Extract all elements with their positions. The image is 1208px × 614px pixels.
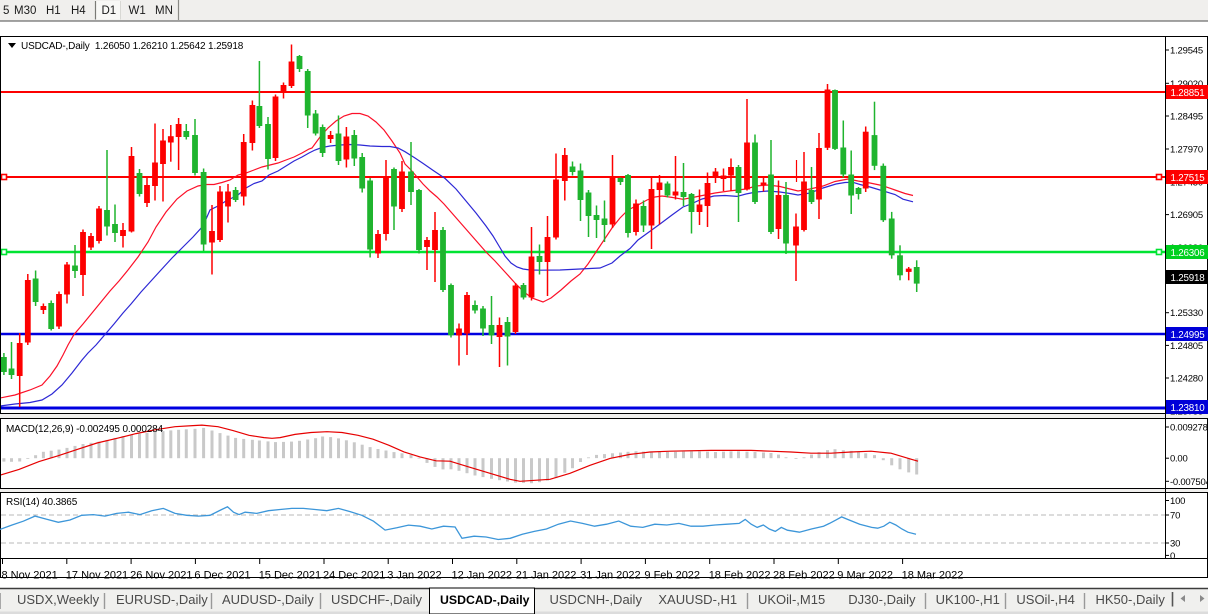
svg-text:3 Jan 2022: 3 Jan 2022 bbox=[387, 570, 441, 582]
svg-text:1.28495: 1.28495 bbox=[1170, 112, 1203, 123]
svg-text:HK50-,Daily: HK50-,Daily bbox=[1096, 592, 1166, 607]
svg-text:USDCNH-,Daily: USDCNH-,Daily bbox=[550, 592, 643, 607]
svg-text:1.25330: 1.25330 bbox=[1170, 308, 1203, 319]
svg-text:1.24805: 1.24805 bbox=[1170, 341, 1203, 352]
svg-text:1.24280: 1.24280 bbox=[1170, 374, 1203, 385]
svg-text:8 Nov 2021: 8 Nov 2021 bbox=[2, 570, 58, 582]
svg-text:28 Feb 2022: 28 Feb 2022 bbox=[773, 570, 835, 582]
svg-text:-0.007504: -0.007504 bbox=[1170, 477, 1208, 488]
svg-text:0.00: 0.00 bbox=[1170, 454, 1188, 465]
svg-text:17 Nov 2021: 17 Nov 2021 bbox=[66, 570, 128, 582]
svg-text:DJ30-,Daily: DJ30-,Daily bbox=[848, 592, 916, 607]
svg-text:15 Dec 2021: 15 Dec 2021 bbox=[259, 570, 321, 582]
svg-text:1.28851: 1.28851 bbox=[1171, 88, 1205, 99]
svg-text:USOil-,H4: USOil-,H4 bbox=[1016, 592, 1075, 607]
svg-text:M30: M30 bbox=[14, 5, 36, 17]
svg-text:MACD(12,26,9) -0.002495 0.0002: MACD(12,26,9) -0.002495 0.000284 bbox=[6, 424, 164, 435]
svg-text:AUDUSD-,Daily: AUDUSD-,Daily bbox=[222, 592, 314, 607]
svg-text:30: 30 bbox=[1170, 539, 1180, 550]
svg-text:0: 0 bbox=[1170, 551, 1175, 562]
svg-text:5: 5 bbox=[3, 5, 9, 17]
svg-text:24 Dec 2021: 24 Dec 2021 bbox=[323, 570, 385, 582]
svg-text:1.27515: 1.27515 bbox=[1171, 173, 1206, 184]
svg-text:1.27970: 1.27970 bbox=[1170, 145, 1203, 156]
svg-text:26 Nov 2021: 26 Nov 2021 bbox=[130, 570, 192, 582]
svg-text:21 Jan 2022: 21 Jan 2022 bbox=[516, 570, 577, 582]
svg-text:18 Mar 2022: 18 Mar 2022 bbox=[902, 570, 964, 582]
svg-text:1.26306: 1.26306 bbox=[1171, 248, 1206, 259]
svg-text:18 Feb 2022: 18 Feb 2022 bbox=[709, 570, 771, 582]
svg-text:70: 70 bbox=[1170, 511, 1180, 522]
svg-text:31 Jan 2022: 31 Jan 2022 bbox=[580, 570, 641, 582]
svg-text:1.25918: 1.25918 bbox=[1171, 273, 1206, 284]
svg-text:0.009278: 0.009278 bbox=[1170, 423, 1208, 434]
svg-text:XAUUSD-,H1: XAUUSD-,H1 bbox=[658, 592, 737, 607]
svg-text:USDCAD-,Daily: USDCAD-,Daily bbox=[440, 593, 530, 607]
svg-text:6 Dec 2021: 6 Dec 2021 bbox=[194, 570, 250, 582]
svg-text:W1: W1 bbox=[129, 5, 146, 17]
svg-text:1.24995: 1.24995 bbox=[1171, 330, 1206, 341]
svg-text:USDCHF-,Daily: USDCHF-,Daily bbox=[331, 592, 423, 607]
svg-text:H4: H4 bbox=[71, 5, 86, 17]
svg-text:H1: H1 bbox=[46, 5, 61, 17]
svg-text:USDX,Weekly: USDX,Weekly bbox=[17, 592, 100, 607]
svg-text:USDCAD-,Daily 1.26050 1.26210: USDCAD-,Daily 1.26050 1.26210 1.25642 1.… bbox=[21, 41, 244, 52]
svg-text:RSI(14) 40.3865: RSI(14) 40.3865 bbox=[6, 497, 78, 508]
svg-text:EURUSD-,Daily: EURUSD-,Daily bbox=[116, 592, 208, 607]
svg-text:100: 100 bbox=[1170, 496, 1185, 507]
svg-text:UKOil-,M15: UKOil-,M15 bbox=[758, 592, 825, 607]
svg-text:12 Jan 2022: 12 Jan 2022 bbox=[452, 570, 513, 582]
svg-text:1.23810: 1.23810 bbox=[1171, 403, 1206, 414]
svg-text:D1: D1 bbox=[102, 5, 117, 17]
svg-text:MN: MN bbox=[155, 5, 173, 17]
svg-text:9 Mar 2022: 9 Mar 2022 bbox=[837, 570, 893, 582]
svg-text:1.29545: 1.29545 bbox=[1170, 46, 1203, 57]
svg-text:1.29020: 1.29020 bbox=[1170, 79, 1203, 90]
svg-text:1.26905: 1.26905 bbox=[1170, 210, 1203, 221]
svg-text:UK100-,H1: UK100-,H1 bbox=[936, 592, 1000, 607]
svg-text:9 Feb 2022: 9 Feb 2022 bbox=[644, 570, 700, 582]
